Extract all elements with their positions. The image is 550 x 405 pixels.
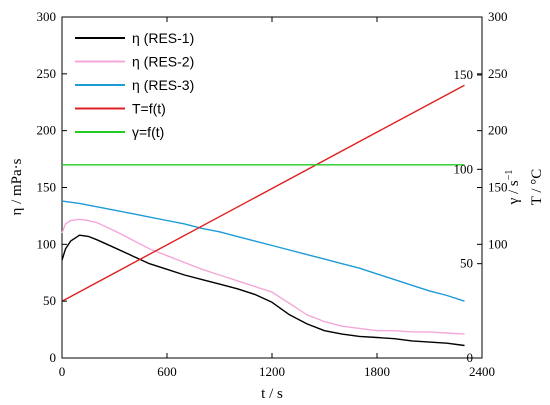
- right-outer-axis-ticks: 100 150 200 250 300: [477, 9, 508, 251]
- series-line-3: [61, 200, 465, 302]
- y-tick-label: 300: [37, 9, 57, 24]
- right-outer-tick-label: 300: [488, 9, 508, 24]
- right-outer-tick-label: 150: [488, 180, 508, 195]
- x-tick-label: 1200: [259, 364, 285, 379]
- y-axis-title-left: η / mPa·s: [9, 158, 25, 215]
- legend: η (RES-1) η (RES-2) η (RES-3) T=f(t) γ=f(t): [75, 30, 194, 140]
- y-tick-label: 150: [37, 180, 57, 195]
- x-tick-label: 1800: [364, 364, 390, 379]
- y-tick-label: 200: [37, 123, 57, 138]
- x-tick-label: 600: [157, 364, 177, 379]
- legend-label-3: η (RES-3): [132, 77, 194, 93]
- y-tick-label: 0: [50, 350, 57, 365]
- right-inner-tick-label: 150: [454, 67, 474, 82]
- right-outer-tick-label: 200: [488, 123, 508, 138]
- x-axis-title: t / s: [261, 386, 283, 402]
- x-tick-label: 2400: [469, 364, 495, 379]
- right-inner-tick-label: 100: [454, 161, 474, 176]
- y-tick-label: 100: [37, 236, 57, 251]
- y-axis-title-right-inner-base: γ / s: [506, 180, 522, 205]
- right-outer-tick-label: 250: [488, 66, 508, 81]
- y-tick-label: 50: [43, 293, 56, 308]
- y-tick-label: 250: [37, 66, 57, 81]
- right-inner-tick-label: 50: [460, 256, 473, 271]
- series-line-4: [61, 84, 465, 302]
- legend-label-1: η (RES-1): [132, 30, 194, 46]
- x-tick-label: 0: [59, 364, 66, 379]
- right-inner-axis-ticks: 0 50 100 150: [454, 67, 482, 365]
- x-axis-ticks: 0 600 1200 1800 2400: [59, 17, 495, 379]
- series-line-1: [61, 234, 465, 347]
- y-axis-title-right-inner-sup: −1: [504, 170, 515, 181]
- series-line-2: [61, 218, 465, 335]
- legend-label-4: T=f(t): [132, 101, 166, 117]
- legend-label-2: η (RES-2): [132, 54, 194, 70]
- series-layer: [61, 84, 465, 347]
- y-axis-title-right-inner: γ / s−1: [504, 170, 522, 206]
- right-outer-tick-label: 100: [488, 236, 508, 251]
- y-axis-ticks: 0 50 100 150 200 250 300: [37, 9, 67, 365]
- legend-label-5: γ=f(t): [132, 124, 164, 140]
- plot-frame: [61, 16, 483, 359]
- y-axis-title-right-outer: T / °C: [529, 169, 545, 206]
- plot-area-border: [61, 16, 483, 359]
- right-inner-tick-label: 0: [467, 350, 474, 365]
